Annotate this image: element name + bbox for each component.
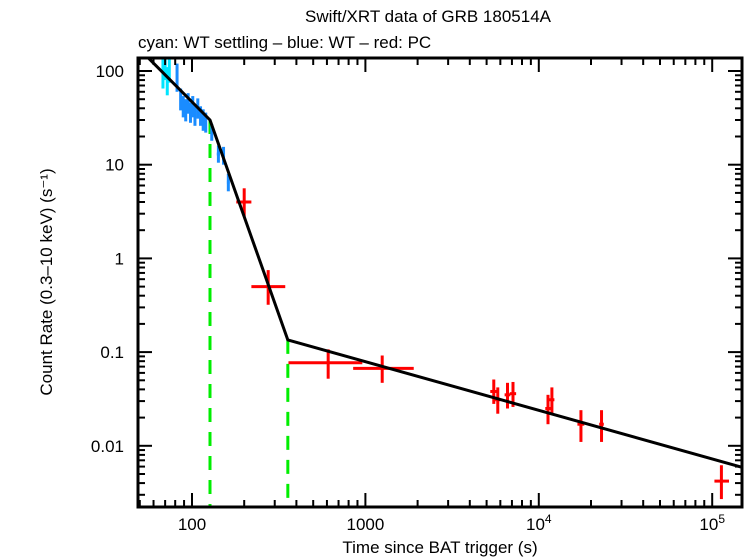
x-tick-label: 1000 — [346, 515, 384, 534]
data-point — [184, 99, 188, 122]
data-point — [226, 173, 230, 192]
chart-title: Swift/XRT data of GRB 180514A — [305, 7, 552, 26]
data-point — [504, 382, 511, 409]
data-point — [714, 465, 730, 500]
x-tick-label: 105 — [699, 512, 725, 534]
data-point — [353, 355, 414, 383]
series-pc — [236, 188, 730, 500]
series-wt — [175, 63, 230, 192]
data-point — [216, 145, 220, 163]
data-point — [490, 379, 498, 404]
y-tick-label: 1 — [115, 249, 124, 268]
axes: 100 1000 104 105 100 10 1 0.1 0.01 — [91, 56, 744, 534]
data-point — [288, 349, 363, 379]
data-point — [191, 96, 195, 118]
data-point — [549, 387, 555, 414]
x-tick-label: 104 — [526, 512, 552, 534]
break-lines — [208, 119, 290, 507]
y-axis-label: Count Rate (0.3–10 keV) (s⁻¹) — [37, 168, 56, 395]
data-point — [577, 410, 585, 442]
x-tick-exponent: 5 — [718, 512, 725, 526]
data-point — [599, 410, 604, 442]
data-point — [181, 96, 185, 118]
model-line — [147, 58, 742, 469]
data-point — [188, 102, 192, 123]
data-points — [161, 58, 730, 500]
x-tick-label: 100 — [178, 515, 206, 534]
chart-subtitle: cyan: WT settling – blue: WT – red: PC — [138, 33, 431, 52]
model-fit — [147, 58, 742, 469]
data-point — [545, 394, 551, 425]
plot-frame — [136, 56, 744, 509]
y-tick-label: 0.01 — [91, 437, 124, 456]
x-tick-exponent: 4 — [545, 512, 552, 526]
y-tick-label: 10 — [105, 156, 124, 175]
y-tick-label: 0.1 — [100, 343, 124, 362]
y-tick-label: 100 — [96, 62, 124, 81]
x-axis-label: Time since BAT trigger (s) — [342, 538, 537, 557]
data-point — [193, 104, 197, 126]
